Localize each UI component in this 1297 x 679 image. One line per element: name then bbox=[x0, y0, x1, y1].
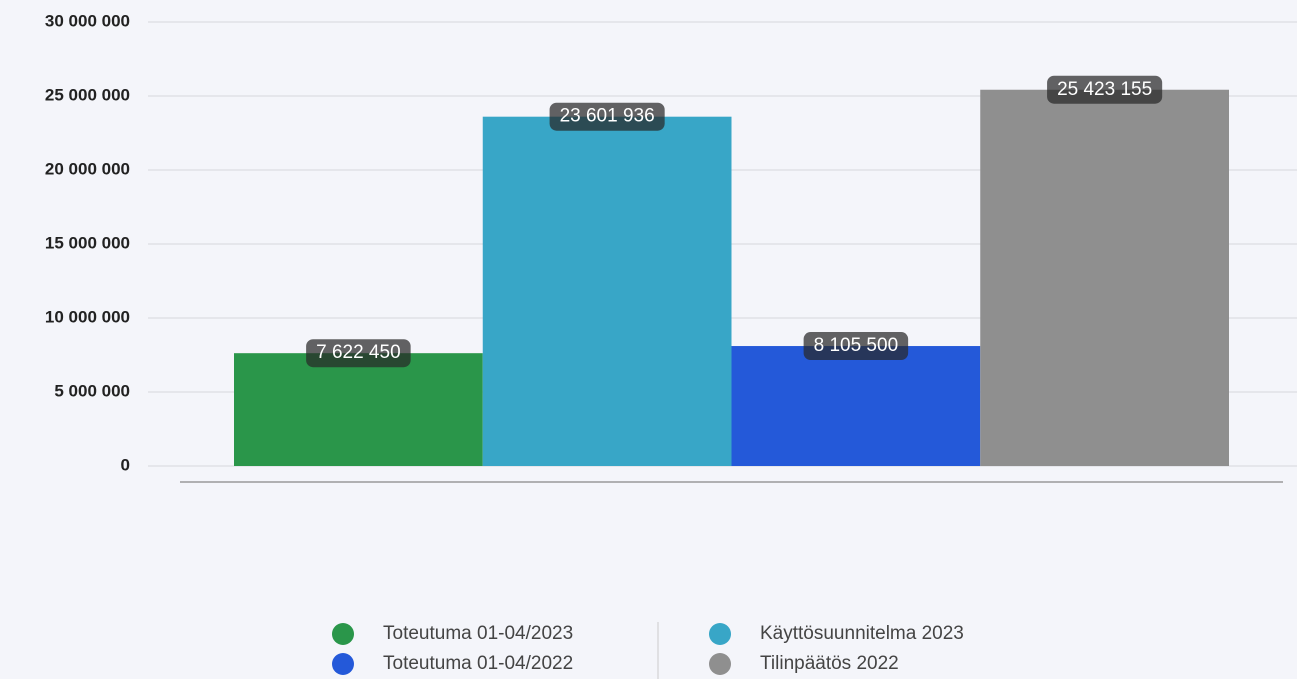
value-label: 8 105 500 bbox=[814, 335, 899, 356]
y-tick-label: 20 000 000 bbox=[45, 159, 130, 178]
bar bbox=[482, 116, 732, 466]
legend-dot bbox=[332, 623, 354, 645]
bar bbox=[980, 89, 1229, 466]
legend-dot bbox=[709, 653, 731, 675]
bar bbox=[731, 346, 981, 466]
legend-label: Toteutuma 01-04/2023 bbox=[383, 623, 573, 644]
value-label-bg bbox=[549, 102, 665, 131]
value-label: 25 423 155 bbox=[1057, 79, 1152, 100]
value-label-bg bbox=[1047, 75, 1163, 104]
y-tick-label: 5 000 000 bbox=[54, 381, 130, 400]
y-tick-label: 25 000 000 bbox=[45, 85, 130, 104]
value-label-bg bbox=[306, 339, 411, 368]
legend-dot bbox=[332, 653, 354, 675]
value-label: 7 622 450 bbox=[316, 342, 401, 363]
y-tick-label: 10 000 000 bbox=[45, 307, 130, 326]
bar bbox=[234, 353, 483, 466]
value-label-bg bbox=[803, 332, 909, 361]
y-tick-label: 15 000 000 bbox=[45, 233, 130, 252]
value-label: 23 601 936 bbox=[560, 106, 655, 127]
y-tick-label: 0 bbox=[121, 455, 130, 474]
legend-label: Tilinpäätös 2022 bbox=[760, 653, 899, 674]
y-tick-label: 30 000 000 bbox=[45, 11, 130, 30]
legend-label: Käyttösuunnitelma 2023 bbox=[760, 623, 964, 644]
legend-dot bbox=[709, 623, 731, 645]
legend-label: Toteutuma 01-04/2022 bbox=[383, 653, 573, 674]
